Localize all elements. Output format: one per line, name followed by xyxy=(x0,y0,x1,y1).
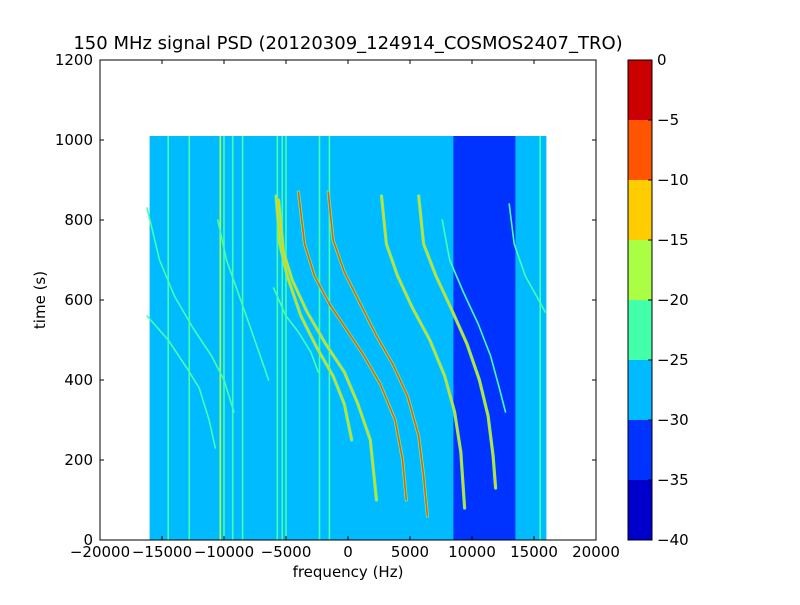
doppler-trace xyxy=(441,219,507,413)
colorbar-segment xyxy=(628,360,652,420)
doppler-trace xyxy=(275,195,353,441)
colorbar-segment xyxy=(628,240,652,300)
doppler-trace xyxy=(277,199,378,501)
x-tick-label: −5000 xyxy=(261,543,312,561)
colorbar-tick-label: −25 xyxy=(657,351,689,369)
y-tick-label: 0 xyxy=(83,531,93,549)
x-tick-label: 15000 xyxy=(510,543,558,561)
y-tick-label: 200 xyxy=(64,451,93,469)
x-tick-label: 5000 xyxy=(391,543,429,561)
x-tick-label: −10000 xyxy=(194,543,254,561)
x-tick-label: 0 xyxy=(343,543,353,561)
doppler-trace xyxy=(380,195,466,509)
x-tick-label: 20000 xyxy=(572,543,620,561)
colorbar-tick-label: −35 xyxy=(657,471,689,489)
colorbar-tick-label: −30 xyxy=(657,411,689,429)
plot-area xyxy=(99,59,597,541)
colorbar-tick-label: 0 xyxy=(657,51,667,69)
y-tick-label: 800 xyxy=(64,211,93,229)
y-axis: 0 200 400 600 800 1000 1200 xyxy=(55,51,596,549)
doppler-trace xyxy=(417,195,497,489)
colorbar-segment xyxy=(628,120,652,180)
doppler-trace xyxy=(146,207,235,413)
x-axis-label: frequency (Hz) xyxy=(293,563,404,581)
x-axis: −20000 −15000 −10000 −5000 0 5000 10000 15000 20… xyxy=(70,60,620,561)
colorbar-tick-label: −20 xyxy=(657,291,689,309)
doppler-trace xyxy=(217,219,270,381)
chart-title: 150 MHz signal PSD (20120309_124914_COSM… xyxy=(73,33,622,54)
colorbar-segment xyxy=(628,300,652,360)
doppler-trace xyxy=(297,191,408,501)
doppler-trace xyxy=(327,191,429,517)
colorbar-segment xyxy=(628,480,652,540)
y-tick-label: 1200 xyxy=(55,51,93,69)
y-tick-label: 1000 xyxy=(55,131,93,149)
colorbar-segment xyxy=(628,180,652,240)
colorbar-tick-label: −5 xyxy=(657,111,679,129)
y-axis-label: time (s) xyxy=(31,271,49,329)
colorbar-tick-label: −10 xyxy=(657,171,689,189)
y-tick-label: 600 xyxy=(64,291,93,309)
doppler-trace xyxy=(272,287,319,373)
colorbar: −40 −35 −30 −25 −20 −15 −10 −5 0 xyxy=(627,51,689,549)
colorbar-tick-label: −15 xyxy=(657,231,689,249)
heatmap-layer xyxy=(146,136,547,540)
x-tick-label: −20000 xyxy=(70,543,130,561)
doppler-trace xyxy=(146,315,217,449)
doppler-trace xyxy=(508,203,546,313)
colorbar-tick-label: −40 xyxy=(657,531,689,549)
colorbar-segment xyxy=(628,420,652,480)
x-tick-label: −15000 xyxy=(132,543,192,561)
colorbar-segment xyxy=(628,60,652,120)
x-tick-label: 10000 xyxy=(448,543,496,561)
y-tick-label: 400 xyxy=(64,371,93,389)
